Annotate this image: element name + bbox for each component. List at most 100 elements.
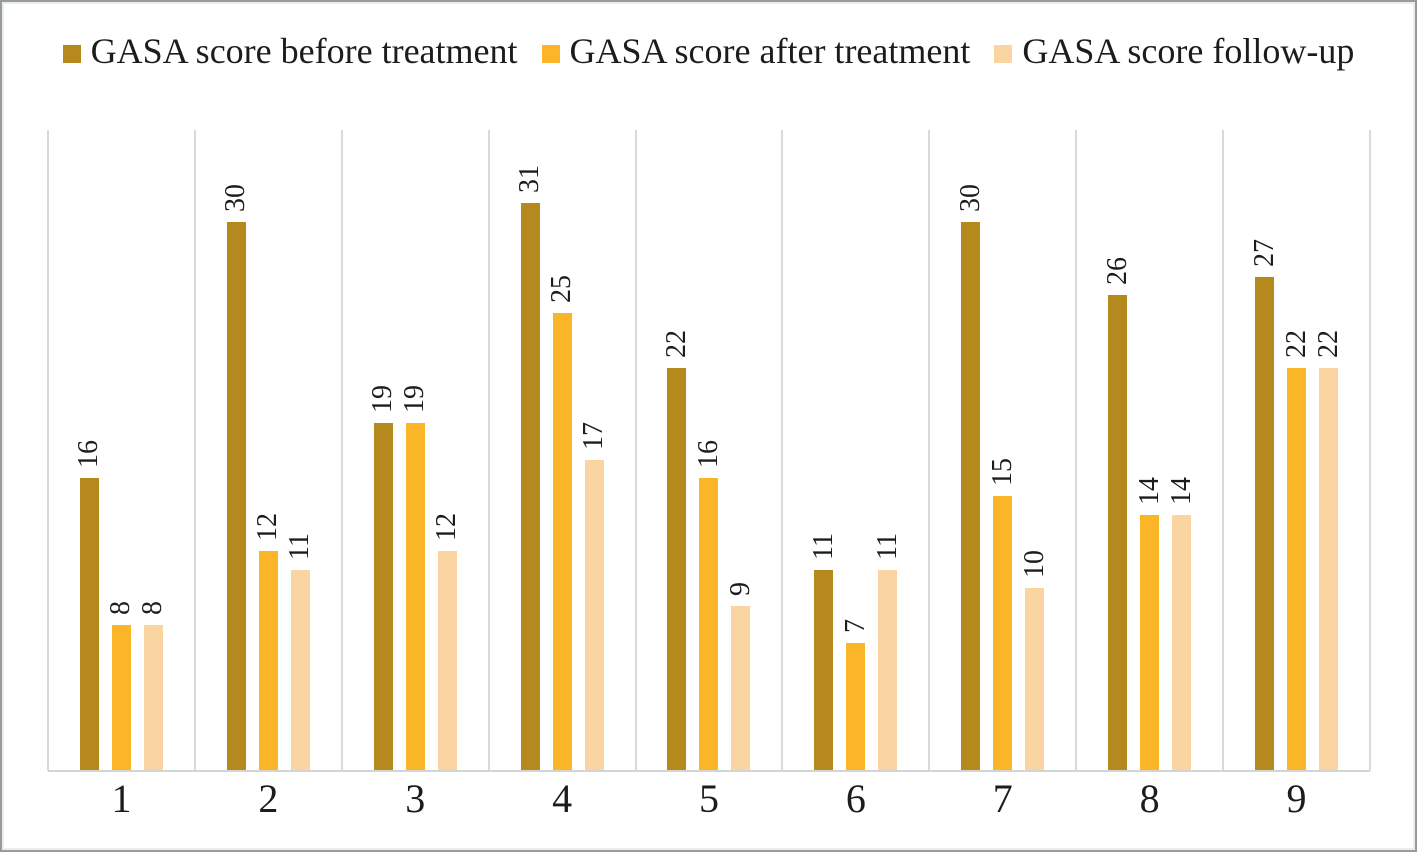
gridline: [47, 130, 49, 771]
gridline: [1075, 130, 1078, 771]
bar-value-label: 17: [578, 421, 610, 450]
bar-series-1: [79, 477, 99, 771]
bar-value-label: 14: [1165, 476, 1197, 505]
x-axis-category-label: 8: [1139, 776, 1160, 821]
bar-series-1: [961, 221, 981, 771]
bar-value-label: 16: [692, 439, 724, 468]
gridline: [781, 130, 784, 771]
bar-series-2: [111, 624, 131, 771]
bar-value-label: 11: [871, 532, 903, 560]
bar-wrap: 7: [840, 130, 871, 771]
x-axis-category-label: 5: [698, 776, 719, 821]
bar-series-3: [731, 606, 751, 771]
bar-wrap: 8: [137, 130, 168, 771]
legend-swatch-follow-up-icon: [994, 44, 1013, 63]
bar-wrap: 10: [1019, 130, 1050, 771]
bar-series-3: [1319, 368, 1339, 771]
bar-series-2: [1287, 368, 1307, 771]
bar-series-1: [520, 203, 540, 771]
bar-group-3: 19 19 12: [342, 130, 489, 771]
bar-wrap: 16: [693, 130, 724, 771]
legend-item-before-treatment: GASA score before treatment: [62, 31, 518, 72]
bar-series-1: [1108, 294, 1128, 771]
bar-group-4: 31 25 17: [489, 130, 636, 771]
bar-series-1: [1255, 276, 1275, 771]
bar-group-6: 11 7 11: [782, 130, 929, 771]
x-axis-category-label: 2: [258, 776, 279, 821]
legend-label-before-treatment: GASA score before treatment: [90, 31, 518, 71]
bar-wrap: 26: [1102, 130, 1133, 771]
bar-series-3: [1025, 587, 1045, 771]
bar-value-label: 19: [399, 385, 431, 414]
bar-wrap: 8: [105, 130, 136, 771]
bar-value-label: 11: [284, 532, 316, 560]
bar-series-2: [552, 313, 572, 771]
x-axis-category-label: 1: [111, 776, 132, 821]
x-axis-category-label: 9: [1286, 776, 1307, 821]
x-axis-category-label: 3: [405, 776, 426, 821]
bar-series-3: [878, 569, 898, 771]
bar-value-label: 7: [839, 618, 871, 633]
gridline: [1369, 130, 1371, 771]
bar-wrap: 11: [808, 130, 839, 771]
bar-value-label: 22: [1280, 330, 1312, 359]
gridline: [1222, 130, 1225, 771]
bar-group-5: 22 16 9: [636, 130, 783, 771]
bar-series-2: [1140, 514, 1160, 771]
bar-group-9: 27 22 22: [1223, 130, 1370, 771]
x-axis-category-label: 7: [992, 776, 1013, 821]
bar-series-2: [846, 642, 866, 771]
plot-area: 16 8 8 30 12 11 19 19 12 31 25 17 22 16 9 11 7 11 30 15 10 26…: [47, 130, 1371, 772]
bar-value-label: 12: [431, 513, 463, 542]
bar-wrap: 19: [399, 130, 430, 771]
bar-value-label: 11: [807, 532, 839, 560]
bar-series-2: [405, 423, 425, 771]
x-axis-category-label: 4: [552, 776, 573, 821]
legend-item-after-treatment: GASA score after treatment: [541, 31, 970, 72]
bar-value-label: 10: [1018, 549, 1050, 578]
bar-wrap: 11: [872, 130, 903, 771]
legend-label-follow-up: GASA score follow-up: [1022, 31, 1355, 71]
bar-wrap: 27: [1249, 130, 1280, 771]
bar-series-2: [258, 551, 278, 771]
x-axis-category-label: 6: [845, 776, 866, 821]
bar-series-3: [290, 569, 310, 771]
bar-value-label: 8: [105, 600, 137, 615]
legend: GASA score before treatment GASA score a…: [2, 31, 1415, 72]
bar-wrap: 30: [220, 130, 251, 771]
bar-wrap: 11: [284, 130, 315, 771]
bar-value-label: 22: [1312, 330, 1344, 359]
bar-value-label: 22: [660, 330, 692, 359]
gridline: [928, 130, 931, 771]
x-axis-labels: 1 2 3 4 5 6 7 8 9: [48, 777, 1370, 821]
bar-wrap: 31: [514, 130, 545, 771]
legend-swatch-before-treatment-icon: [62, 44, 81, 63]
bar-series-3: [1172, 514, 1192, 771]
bar-wrap: 22: [661, 130, 692, 771]
gridline: [487, 130, 490, 771]
bar-series-1: [373, 423, 393, 771]
bar-wrap: 30: [955, 130, 986, 771]
bar-series-2: [699, 477, 719, 771]
bar-series-1: [667, 368, 687, 771]
bar-series-2: [993, 496, 1013, 771]
bar-value-label: 30: [954, 183, 986, 212]
bar-value-label: 16: [73, 439, 105, 468]
x-axis-line: [48, 770, 1370, 772]
bar-value-label: 12: [252, 513, 284, 542]
bar-wrap: 19: [367, 130, 398, 771]
bar-wrap: 25: [546, 130, 577, 771]
bar-value-label: 30: [220, 183, 252, 212]
bar-wrap: 9: [725, 130, 756, 771]
bar-value-label: 27: [1248, 238, 1280, 267]
bar-series-1: [814, 569, 834, 771]
bar-series-3: [143, 624, 163, 771]
bar-wrap: 22: [1313, 130, 1344, 771]
gridline: [634, 130, 637, 771]
bar-value-label: 19: [367, 385, 399, 414]
bar-wrap: 15: [987, 130, 1018, 771]
bar-value-label: 15: [986, 458, 1018, 487]
bar-group-2: 30 12 11: [195, 130, 342, 771]
gridline: [193, 130, 196, 771]
